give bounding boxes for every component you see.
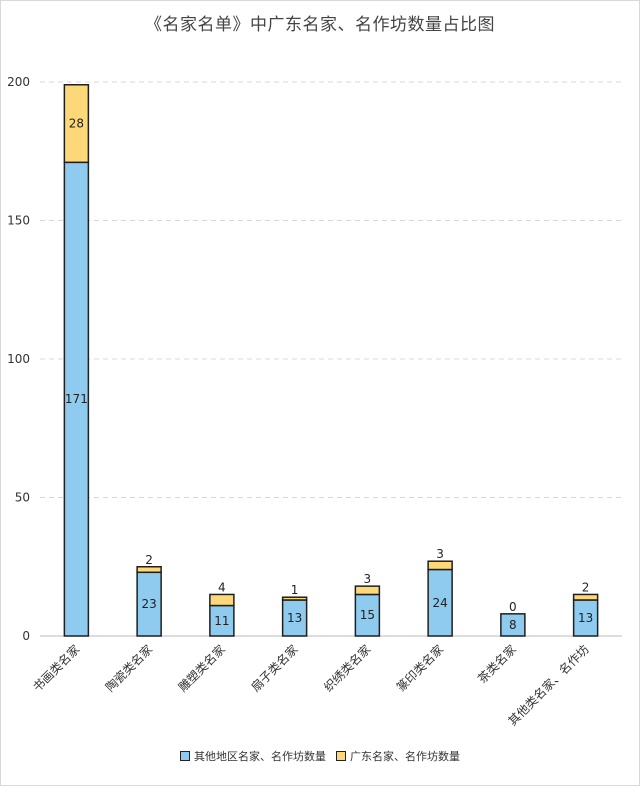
- legend-item-other: 其他地区名家、名作坊数量: [180, 748, 326, 764]
- legend-swatch-other: [180, 751, 190, 761]
- bar-segment: [427, 560, 453, 571]
- data-label: 3: [436, 547, 444, 561]
- x-tick-label: 扇子类名家: [248, 642, 301, 695]
- data-label: 8: [509, 618, 517, 632]
- chart-title: 《名家名单》中广东名家、名作坊数量占比图: [145, 15, 495, 35]
- data-label: 3: [364, 572, 372, 586]
- bar-segment: [354, 585, 381, 596]
- data-label: 2: [582, 580, 590, 594]
- data-label: 11: [214, 614, 229, 628]
- data-label: 15: [360, 608, 375, 622]
- y-tick-label: 150: [7, 214, 30, 228]
- legend-swatch-guangdong: [336, 751, 346, 761]
- y-tick-label: 100: [7, 352, 30, 366]
- x-tick-label: 陶瓷类名家: [102, 642, 155, 695]
- bar-segment: [427, 568, 453, 637]
- bar-segment: [572, 599, 599, 637]
- x-tick-label: 雕塑类名家: [175, 642, 228, 695]
- x-tick-label: 书画类名家: [29, 642, 82, 695]
- data-label: 23: [141, 597, 156, 611]
- bar-segment: [136, 571, 162, 637]
- legend-label-guangdong: 广东名家、名作坊数量: [350, 750, 460, 763]
- data-label: 28: [69, 117, 84, 131]
- y-tick-label: 50: [15, 491, 30, 505]
- data-label: 0: [509, 600, 517, 614]
- bar-segment: [63, 84, 90, 164]
- data-label: 4: [218, 580, 226, 594]
- bar-segment: [281, 596, 308, 601]
- bar-segment: [209, 604, 235, 637]
- x-tick-label: 篆印类名家: [393, 642, 446, 695]
- legend: 其他地区名家、名作坊数量 广东名家、名作坊数量: [0, 748, 640, 764]
- legend-label-other: 其他地区名家、名作坊数量: [194, 750, 326, 763]
- data-label: 13: [287, 611, 302, 625]
- data-label: 13: [578, 611, 593, 625]
- bar-segment: [572, 593, 599, 601]
- bar-segment: [209, 593, 235, 607]
- x-tick-label: 织绣类名家: [320, 642, 373, 695]
- y-tick-label: 200: [7, 75, 30, 89]
- x-tick-label: 其他类名家、名作坊: [505, 642, 592, 729]
- bar-segment: [500, 613, 526, 637]
- y-tick-label: 0: [22, 629, 30, 643]
- bar-segment: [354, 593, 381, 637]
- data-label: 1: [291, 583, 299, 597]
- data-label: 2: [145, 553, 153, 567]
- bar-segment: [63, 161, 90, 637]
- data-label: 171: [65, 392, 88, 406]
- legend-item-guangdong: 广东名家、名作坊数量: [336, 748, 460, 764]
- bar-segment: [136, 566, 162, 574]
- data-label: 24: [432, 596, 447, 610]
- x-tick-label: 茶类名家: [474, 642, 519, 687]
